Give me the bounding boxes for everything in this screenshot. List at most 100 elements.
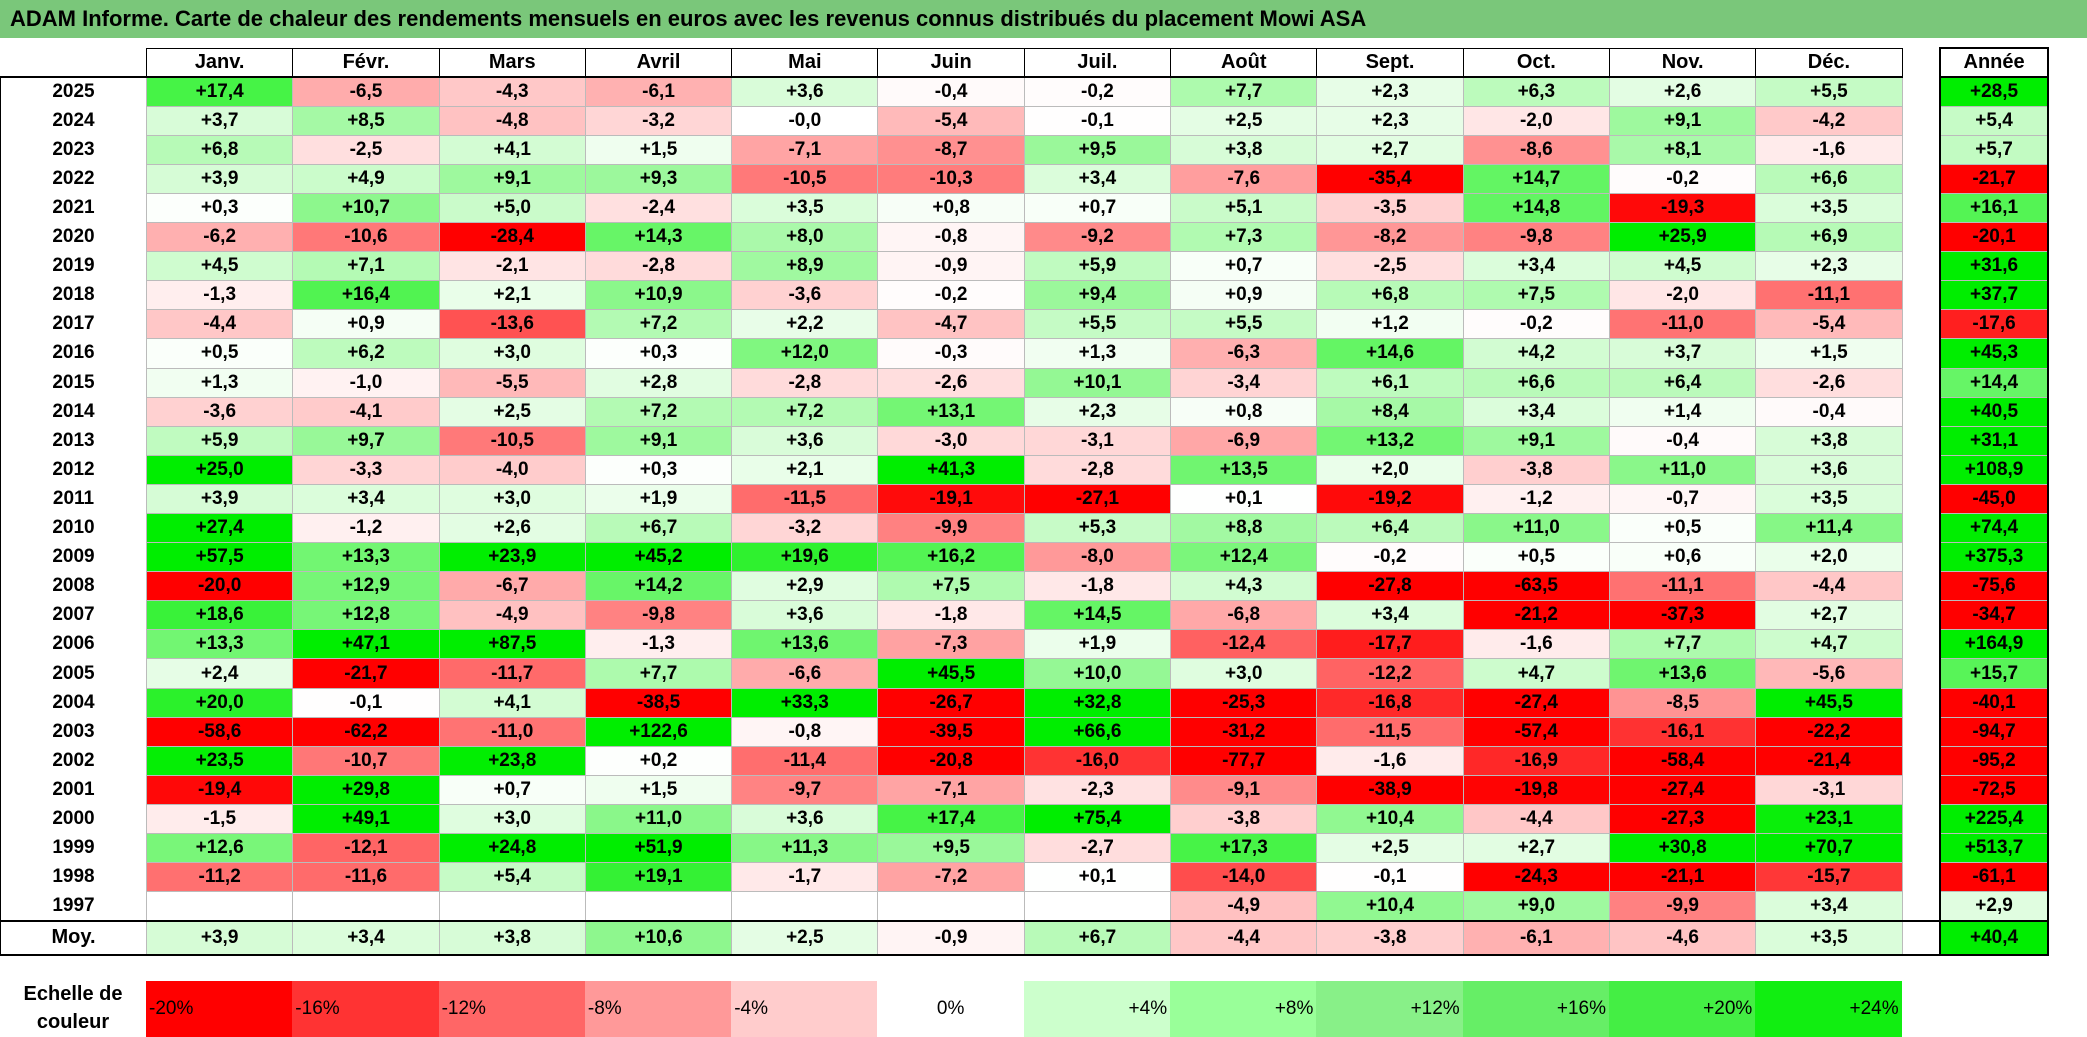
year-label: 2011 [0, 484, 147, 514]
annual-column-header: Année [1939, 46, 2050, 79]
heatmap-cell: +9,0 [1462, 891, 1610, 922]
heatmap-cell: +9,5 [877, 833, 1025, 864]
heatmap-cell: +17,3 [1170, 833, 1318, 864]
heatmap-cell: -11,7 [438, 658, 586, 689]
heatmap-cell: +3,5 [1755, 192, 1903, 224]
heatmap-cell: -2,8 [731, 367, 879, 398]
heatmap-cell: +3,4 [1316, 600, 1464, 631]
annual-cell: +15,7 [1939, 658, 2050, 689]
column-gap [1902, 135, 1941, 165]
year-label: 2003 [0, 717, 147, 747]
heatmap-cell: -20,8 [877, 745, 1025, 776]
year-row: 2023 +6,8 -2,5 +4,1 +1,5 -7,1 -8,7 +9,5 +3,8 +2,7… [0, 134, 2050, 165]
heatmap-cell: +29,8 [292, 774, 440, 805]
heatmap-cell: +7,7 [1608, 629, 1757, 660]
heatmap-cell: -77,7 [1170, 745, 1318, 776]
heatmap-cell: +4,9 [292, 163, 440, 194]
heatmap-cell: +13,3 [292, 542, 440, 573]
heatmap-cell: -2,7 [1023, 833, 1172, 864]
column-gap [1902, 717, 1941, 747]
heatmap-cell: -3,8 [1462, 454, 1610, 485]
annual-cell: +40,5 [1939, 396, 2050, 427]
heatmap-cell: +3,8 [1170, 134, 1318, 165]
heatmap-cell: -2,8 [1023, 454, 1172, 485]
color-scale-stop: -20% [146, 981, 293, 1037]
heatmap-cell: +2,3 [1316, 105, 1464, 136]
year-label: 2008 [0, 571, 147, 601]
heatmap-cell: +1,9 [1023, 629, 1172, 660]
color-scale-stop: -12% [438, 981, 585, 1037]
color-scale-stop: +24% [1755, 981, 1902, 1037]
heatmap-cell: -0,2 [877, 280, 1025, 311]
heatmap-cell: +6,4 [1316, 512, 1464, 544]
heatmap-cell: -6,6 [731, 658, 879, 689]
year-label: 2020 [0, 222, 147, 252]
heatmap-cell: +3,4 [1023, 163, 1172, 194]
heatmap-cell: -7,3 [877, 629, 1025, 660]
heatmap-cell: -5,5 [438, 367, 586, 398]
heatmap-cell: -38,5 [584, 687, 733, 718]
heatmap-cell: -28,4 [438, 222, 586, 253]
heatmap-cell: -11,0 [1608, 309, 1757, 340]
color-scale-stop: -8% [584, 981, 732, 1037]
heatmap-cell: -37,3 [1608, 600, 1757, 631]
heatmap-cell: +7,3 [1170, 222, 1318, 253]
heatmap-cell: +2,3 [1023, 396, 1172, 427]
heatmap-cell: -27,1 [1023, 483, 1172, 515]
column-gap [1902, 426, 1941, 456]
year-row: 2018 -1,3 +16,4 +2,1 +10,9 -3,6 -0,2 +9,4 +0,9 +6… [0, 280, 2050, 311]
heatmap-cell: -4,9 [1170, 891, 1318, 922]
heatmap-cell: -25,3 [1170, 687, 1318, 718]
heatmap-cell: +4,5 [1608, 251, 1757, 282]
heatmap-cell: -0,4 [1608, 425, 1757, 456]
heatmap-cell: +3,7 [1608, 338, 1757, 369]
heatmap-cell: +8,1 [1608, 134, 1757, 165]
heatmap-cell [145, 891, 294, 922]
heatmap-cell: +6,6 [1462, 367, 1610, 398]
heatmap-cell: +3,6 [731, 425, 879, 456]
column-gap [1902, 338, 1941, 369]
heatmap-cell: +14,3 [584, 222, 733, 253]
heatmap-cell: +17,4 [877, 803, 1025, 835]
column-gap [1902, 368, 1941, 398]
heatmap-cell: -0,1 [292, 687, 440, 718]
column-gap [1902, 629, 1941, 659]
column-header: Juin [877, 47, 1025, 79]
heatmap-cell [438, 891, 586, 922]
heatmap-cell: +13,1 [877, 396, 1025, 427]
heatmap-cell [1023, 891, 1172, 922]
year-row: 2001 -19,4 +29,8 +0,7 +1,5 -9,7 -7,1 -2,3 -9,1 -3… [0, 774, 2050, 805]
annual-cell: -95,2 [1939, 745, 2050, 776]
year-row: 2003 -58,6 -62,2 -11,0 +122,6 -0,8 -39,5 +66,6-… [0, 716, 2050, 747]
column-header: Févr. [292, 47, 440, 79]
heatmap-cell: +7,2 [731, 396, 879, 427]
heatmap-cell: +0,3 [145, 192, 294, 224]
heatmap-cell: -1,8 [877, 600, 1025, 631]
heatmap-cell: -4,8 [438, 105, 586, 136]
heatmap-cell: +5,4 [438, 862, 586, 893]
column-gap [1902, 193, 1941, 223]
heatmap-cell: -39,5 [877, 716, 1025, 747]
heatmap-cell: -6,3 [1170, 338, 1318, 369]
heatmap-cell: +6,6 [1755, 163, 1903, 194]
heatmap-cell: -5,4 [1755, 309, 1903, 340]
heatmap-cell: -4,2 [1755, 105, 1903, 136]
heatmap-cell: +2,4 [145, 658, 294, 689]
heatmap-cell: -9,1 [1170, 774, 1318, 805]
average-label: Moy. [0, 919, 147, 956]
heatmap-cell: +0,3 [584, 338, 733, 369]
year-label: 2001 [0, 775, 147, 805]
heatmap-cell: +0,7 [1023, 192, 1172, 224]
heatmap-cell: +2,1 [438, 280, 586, 311]
heatmap-cell: -4,3 [438, 76, 586, 107]
heatmap-cell: +2,5 [1170, 105, 1318, 136]
heatmap-cell: +1,5 [584, 774, 733, 805]
heatmap-cell: +3,9 [145, 919, 294, 956]
heatmap-cell: +8,8 [1170, 512, 1318, 544]
heatmap-cell: -8,6 [1462, 134, 1610, 165]
heatmap-cell: +9,1 [1462, 425, 1610, 456]
heatmap-cell: +10,4 [1316, 803, 1464, 835]
heatmap-cell: -8,0 [1023, 542, 1172, 573]
year-row: 2016 +0,5 +6,2 +3,0 +0,3 +12,0 -0,3 +1,3 -6,3 +14… [0, 338, 2050, 369]
heatmap-cell: +12,0 [731, 338, 879, 369]
